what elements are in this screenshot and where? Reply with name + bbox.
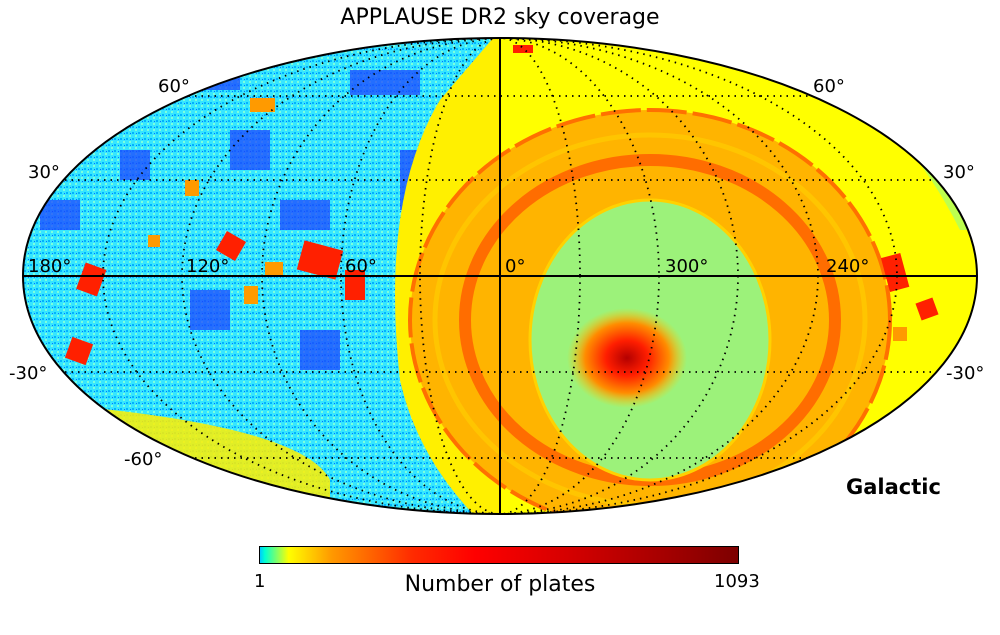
map-outline	[22, 37, 978, 515]
colorbar	[259, 546, 739, 564]
map-title: APPLAUSE DR2 sky coverage	[340, 5, 660, 30]
latitude-label-left-30: 30°	[28, 162, 60, 183]
colorbar-title: Number of plates	[404, 572, 596, 597]
latitude-label-left-60: 60°	[158, 76, 190, 97]
latitude-label-right-30: 30°	[943, 162, 975, 183]
colorbar-max-label: 1093	[714, 571, 760, 592]
colorbar-min-label: 1	[254, 571, 266, 592]
longitude-label-0: 0°	[505, 256, 526, 277]
longitude-label-180: 180°	[28, 256, 72, 277]
mollweide-sky-map	[22, 37, 978, 515]
latitude-label-right-neg30: -30°	[946, 363, 985, 384]
longitude-label-120: 120°	[186, 256, 230, 277]
longitude-label-60: 60°	[345, 256, 377, 277]
latitude-label-right-60: 60°	[813, 76, 845, 97]
latitude-label-left-neg30: -30°	[9, 363, 48, 384]
longitude-label-300: 300°	[665, 256, 709, 277]
latitude-label-left-neg60: -60°	[124, 449, 163, 470]
longitude-label-240: 240°	[826, 256, 870, 277]
coordinate-frame-label: Galactic	[846, 475, 941, 499]
